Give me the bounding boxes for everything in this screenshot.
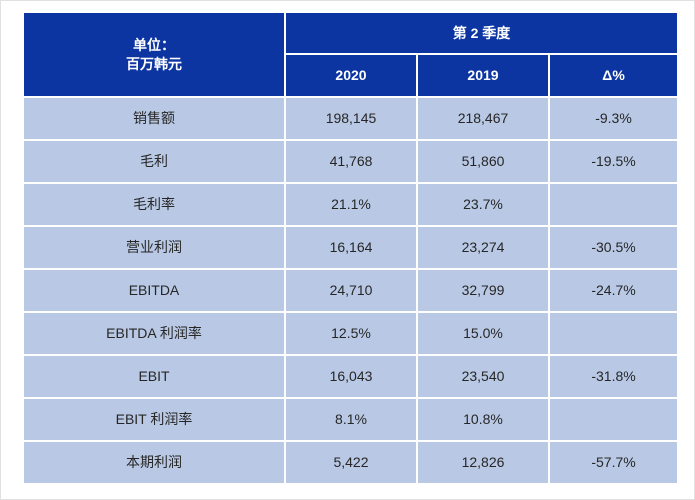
- value-2020: 41,768: [286, 141, 416, 182]
- row-label: EBITDA: [24, 270, 284, 311]
- row-label: 销售额: [24, 98, 284, 139]
- value-2020: 21.1%: [286, 184, 416, 225]
- value-2020: 8.1%: [286, 399, 416, 440]
- value-delta: [550, 399, 678, 440]
- row-label: EBIT 利润率: [24, 399, 284, 440]
- table-body: 销售额 198,145 218,467 -9.3% 毛利 41,768 51,860 -19.…: [24, 98, 678, 483]
- table-row: 销售额 198,145 218,467 -9.3%: [24, 98, 678, 139]
- value-delta: [550, 313, 678, 354]
- table-row: EBITDA 24,710 32,799 -24.7%: [24, 270, 678, 311]
- table-row: 毛利 41,768 51,860 -19.5%: [24, 141, 678, 182]
- value-delta: -19.5%: [550, 141, 678, 182]
- value-delta: [550, 184, 678, 225]
- value-2019: 15.0%: [418, 313, 548, 354]
- value-2019: 218,467: [418, 98, 548, 139]
- column-header-2019: 2019: [418, 55, 548, 96]
- value-2019: 23,540: [418, 356, 548, 397]
- value-delta: -57.7%: [550, 442, 678, 483]
- table-row: EBITDA 利润率 12.5% 15.0%: [24, 313, 678, 354]
- quarter-header-cell: 第 2 季度: [286, 13, 678, 53]
- value-delta: -30.5%: [550, 227, 678, 268]
- row-label: 毛利率: [24, 184, 284, 225]
- column-header-row: 2020 2019 Δ%: [24, 55, 678, 96]
- unit-label-line2: 百万韩元: [126, 55, 182, 72]
- value-delta: -9.3%: [550, 98, 678, 139]
- value-2019: 12,826: [418, 442, 548, 483]
- row-label: 毛利: [24, 141, 284, 182]
- row-label: 本期利润: [24, 442, 284, 483]
- value-2020: 12.5%: [286, 313, 416, 354]
- value-2019: 23,274: [418, 227, 548, 268]
- row-label: EBIT: [24, 356, 284, 397]
- value-2020: 16,043: [286, 356, 416, 397]
- value-2020: 16,164: [286, 227, 416, 268]
- financial-results-table: 单位： 百万韩元 第 2 季度 2020 2019 Δ% 销售额 198,145 2…: [22, 11, 679, 485]
- value-2019: 51,860: [418, 141, 548, 182]
- value-2019: 10.8%: [418, 399, 548, 440]
- row-label: 营业利润: [24, 227, 284, 268]
- column-header-2020: 2020: [286, 55, 416, 96]
- column-header-delta: Δ%: [550, 55, 678, 96]
- table-row: 毛利率 21.1% 23.7%: [24, 184, 678, 225]
- table-row: EBIT 16,043 23,540 -31.8%: [24, 356, 678, 397]
- table-row: 本期利润 5,422 12,826 -57.7%: [24, 442, 678, 483]
- row-label: EBITDA 利润率: [24, 313, 284, 354]
- value-2019: 32,799: [418, 270, 548, 311]
- value-2020: 5,422: [286, 442, 416, 483]
- table-row: EBIT 利润率 8.1% 10.8%: [24, 399, 678, 440]
- value-delta: -31.8%: [550, 356, 678, 397]
- table-row: 营业利润 16,164 23,274 -30.5%: [24, 227, 678, 268]
- unit-label-line1: 单位：: [133, 36, 175, 53]
- value-2019: 23.7%: [418, 184, 548, 225]
- quarter-header-row: 单位： 百万韩元 第 2 季度: [24, 13, 678, 96]
- unit-header-cell: 单位： 百万韩元: [24, 13, 284, 96]
- value-2020: 24,710: [286, 270, 416, 311]
- value-delta: -24.7%: [550, 270, 678, 311]
- value-2020: 198,145: [286, 98, 416, 139]
